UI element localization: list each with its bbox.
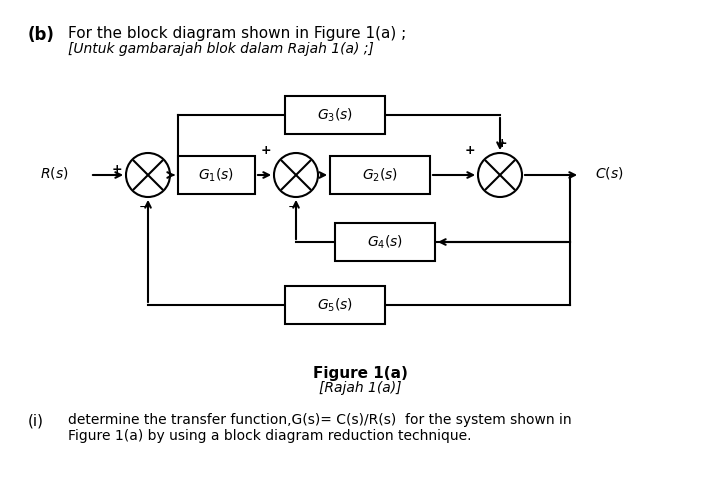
Text: $G_1(s)$: $G_1(s)$ [199, 166, 235, 184]
Text: determine the transfer function,G(s)= C(s)/R(s)  for the system shown in: determine the transfer function,G(s)= C(… [68, 413, 572, 427]
Text: $G_2(s)$: $G_2(s)$ [362, 166, 398, 184]
FancyBboxPatch shape [285, 286, 385, 324]
Text: [Rajah 1(a)]: [Rajah 1(a)] [319, 381, 401, 395]
Text: $-$: $-$ [138, 200, 150, 213]
Text: (i): (i) [28, 413, 44, 428]
Text: Figure 1(a) by using a block diagram reduction technique.: Figure 1(a) by using a block diagram red… [68, 429, 472, 443]
FancyBboxPatch shape [178, 156, 255, 194]
FancyBboxPatch shape [335, 223, 435, 261]
Text: $R(s)$: $R(s)$ [40, 165, 68, 181]
Text: +: + [261, 144, 271, 157]
Text: [Untuk gambarajah blok dalam Rajah 1(a) ;]: [Untuk gambarajah blok dalam Rajah 1(a) … [68, 42, 374, 56]
FancyBboxPatch shape [330, 156, 430, 194]
Text: $G_4(s)$: $G_4(s)$ [367, 233, 403, 251]
Text: Figure 1(a): Figure 1(a) [312, 366, 408, 381]
Text: +: + [497, 137, 508, 150]
Text: $G_5(s)$: $G_5(s)$ [317, 296, 353, 314]
Text: $-$: $-$ [287, 200, 299, 213]
Text: For the block diagram shown in Figure 1(a) ;: For the block diagram shown in Figure 1(… [68, 26, 406, 41]
Text: $G_3(s)$: $G_3(s)$ [317, 106, 353, 124]
Text: (b): (b) [28, 26, 55, 44]
Text: $C(s)$: $C(s)$ [595, 165, 624, 181]
Text: +: + [112, 163, 122, 175]
FancyBboxPatch shape [285, 96, 385, 134]
Text: +: + [464, 144, 475, 157]
